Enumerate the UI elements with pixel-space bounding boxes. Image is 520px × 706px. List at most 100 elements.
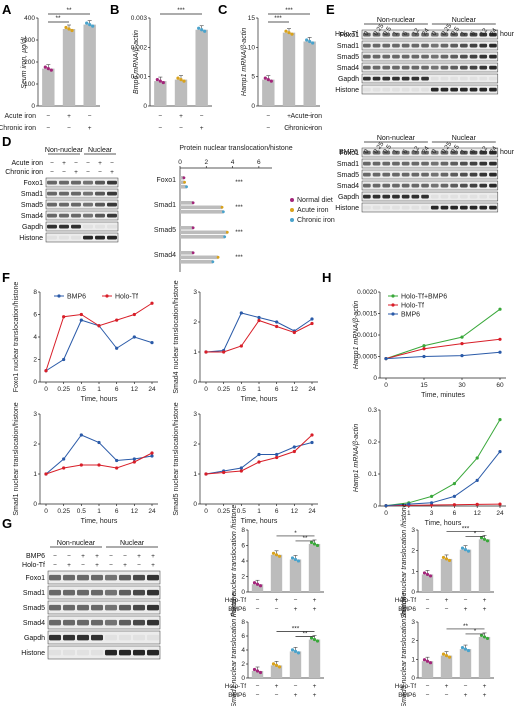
y-tick-label: 0 xyxy=(33,501,37,508)
data-point xyxy=(274,663,279,668)
x-tick-label: 0 xyxy=(384,382,388,389)
blot-band xyxy=(59,191,69,196)
data-point xyxy=(460,342,464,346)
blot-band xyxy=(133,589,145,596)
series-line xyxy=(385,351,501,360)
blot-band xyxy=(49,604,61,611)
blot-band xyxy=(489,161,497,166)
blot-band xyxy=(59,213,69,218)
blot-band xyxy=(489,32,497,37)
blot-band xyxy=(372,194,381,199)
blot-group-label: Nuclear xyxy=(452,17,477,24)
blot-band xyxy=(450,205,458,210)
sign: − xyxy=(294,597,298,604)
y-tick-label: 1 xyxy=(193,349,197,356)
series-line xyxy=(385,308,501,360)
sig-label: *** xyxy=(235,204,243,211)
blot-band xyxy=(460,150,468,155)
sig-label: *** xyxy=(274,15,282,22)
data-point xyxy=(292,330,296,335)
blot-band xyxy=(469,32,478,37)
sign: − xyxy=(98,169,102,176)
blot-band xyxy=(83,224,93,229)
blot-band xyxy=(469,194,478,199)
data-point xyxy=(452,503,456,507)
blot-band xyxy=(91,619,103,626)
bar xyxy=(174,79,188,106)
data-point xyxy=(277,665,282,669)
data-point xyxy=(475,502,479,506)
data-point xyxy=(44,472,48,476)
sign: + xyxy=(123,562,127,569)
blot-band xyxy=(363,43,371,48)
sign: − xyxy=(88,113,92,120)
bar xyxy=(251,584,264,592)
data-point xyxy=(115,318,119,322)
sign: + xyxy=(74,169,78,176)
blot-band xyxy=(411,194,420,199)
blot-band xyxy=(479,32,488,37)
sign: − xyxy=(200,113,204,120)
treatment-label: BMP6 xyxy=(26,553,45,560)
series-line xyxy=(385,338,501,360)
bar xyxy=(180,205,223,210)
blot-band xyxy=(440,161,449,166)
x-tick-label: 12 xyxy=(291,386,299,393)
data-point xyxy=(475,456,479,460)
data-point xyxy=(498,418,502,422)
blot-band xyxy=(440,183,449,188)
blot-strip xyxy=(361,73,499,84)
data-point xyxy=(296,559,301,563)
time-unit-label: hour xyxy=(500,31,515,38)
blot-strip xyxy=(47,600,161,615)
blot-strip xyxy=(361,158,499,169)
blot-band xyxy=(479,161,488,166)
bar xyxy=(282,32,296,106)
blot-band xyxy=(147,574,159,581)
blot-band xyxy=(411,54,420,59)
legend-label: BMP6 xyxy=(67,294,86,301)
data-point xyxy=(463,548,468,552)
sign: − xyxy=(50,160,54,167)
sign-row-label: Holo-Tf xyxy=(225,597,247,604)
blot-band xyxy=(469,87,478,92)
legend-label: Normal diet xyxy=(297,197,333,204)
blot-band xyxy=(440,43,449,48)
blot-band xyxy=(460,194,468,199)
blot-band xyxy=(372,183,381,188)
blot-band xyxy=(49,589,61,596)
blot-band xyxy=(430,54,439,59)
bar xyxy=(270,665,283,678)
blot-band xyxy=(392,205,400,210)
data-point xyxy=(447,558,452,563)
blot-strip xyxy=(361,51,499,62)
sign: + xyxy=(275,683,279,690)
data-point xyxy=(79,463,83,467)
y-tick-label: 0.002 xyxy=(131,44,148,51)
x-tick-label: 1 xyxy=(97,386,101,393)
data-point xyxy=(444,557,449,561)
sign: + xyxy=(483,597,487,604)
blot-band xyxy=(440,87,449,92)
blot-band xyxy=(71,202,81,207)
sign: − xyxy=(266,125,270,132)
panel-label-h: H xyxy=(322,270,331,285)
data-point xyxy=(211,260,215,264)
legend-marker xyxy=(290,208,294,212)
blot-band xyxy=(411,205,420,210)
sign: + xyxy=(483,692,487,699)
blot-band xyxy=(49,574,61,581)
series-line xyxy=(45,319,153,372)
data-point xyxy=(150,454,154,458)
blot-strip xyxy=(45,188,119,199)
blot-band xyxy=(392,172,400,177)
y-axis-label: Smad1 nuclear translocation/histone xyxy=(13,402,20,515)
data-point xyxy=(311,41,315,45)
bar xyxy=(270,554,283,592)
sign: + xyxy=(445,683,449,690)
blot-band xyxy=(489,172,497,177)
sign: − xyxy=(287,125,291,132)
blot-band xyxy=(421,76,429,81)
time-label: 6 xyxy=(469,148,477,155)
